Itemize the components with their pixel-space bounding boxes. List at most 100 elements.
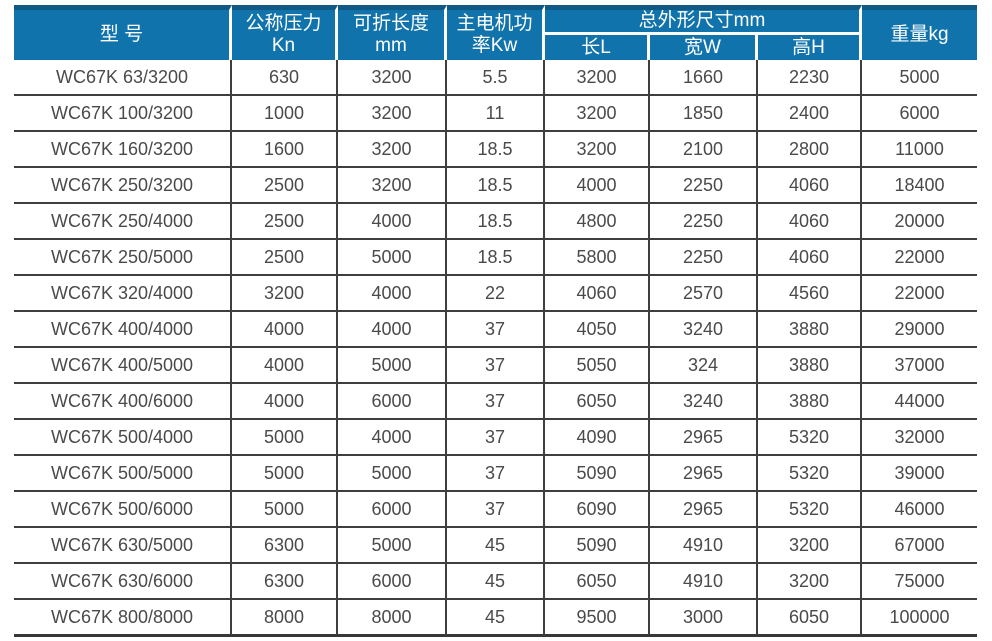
fold-length-cell: 5000	[338, 528, 447, 564]
spec-table: 型 号 公称压力 Kn 可折长度 mm 主电机功 率Kw 总外形尺寸mm	[14, 5, 977, 637]
motor-power-cell: 37	[447, 492, 545, 528]
model-cell: WC67K 63/3200	[14, 60, 232, 96]
dim-width-cell: 2100	[650, 132, 758, 168]
fold-length-cell: 3200	[338, 132, 447, 168]
col-header-dim-length-label: 长L	[581, 36, 611, 58]
motor-power-cell: 45	[447, 564, 545, 600]
dim-width-cell: 2570	[650, 276, 758, 312]
model-cell: WC67K 400/6000	[14, 384, 232, 420]
motor-power-cell: 37	[447, 384, 545, 420]
nominal-pressure-cell: 4000	[232, 312, 338, 348]
fold-length-cell: 4000	[338, 420, 447, 456]
fold-length-cell: 3200	[338, 60, 447, 96]
model-cell: WC67K 400/5000	[14, 348, 232, 384]
model-cell: WC67K 500/6000	[14, 492, 232, 528]
motor-power-cell: 18.5	[447, 204, 545, 240]
dim-length-cell: 5050	[545, 348, 650, 384]
dim-height-cell: 4560	[758, 276, 862, 312]
weight-cell: 20000	[862, 204, 977, 240]
weight-cell: 100000	[862, 600, 977, 637]
dim-height-cell: 5320	[758, 456, 862, 492]
motor-power-cell: 37	[447, 348, 545, 384]
dim-width-cell: 4910	[650, 564, 758, 600]
dim-height-cell: 5320	[758, 420, 862, 456]
dim-length-cell: 5090	[545, 528, 650, 564]
dim-width-cell: 1660	[650, 60, 758, 96]
dim-height-cell: 3200	[758, 528, 862, 564]
motor-power-cell: 18.5	[447, 132, 545, 168]
dim-width-cell: 2250	[650, 168, 758, 204]
dim-width-cell: 3240	[650, 384, 758, 420]
nominal-pressure-cell: 6300	[232, 528, 338, 564]
table-row: WC67K 400/4000 4000 4000 37 4050 3240 3880 2900…	[14, 312, 977, 348]
weight-cell: 11000	[862, 132, 977, 168]
motor-power-cell: 18.5	[447, 168, 545, 204]
spec-table-body: WC67K 63/3200 630 3200 5.5 3200 1660 2230 5000 W…	[14, 60, 977, 637]
fold-length-cell: 5000	[338, 348, 447, 384]
dim-height-cell: 3880	[758, 384, 862, 420]
nominal-pressure-cell: 2500	[232, 240, 338, 276]
nominal-pressure-cell: 5000	[232, 492, 338, 528]
col-header-dim-width: 宽W	[650, 35, 758, 60]
col-header-fold-length: 可折长度 mm	[338, 5, 447, 60]
table-row: WC67K 250/4000 2500 4000 18.5 4800 2250 4060 20…	[14, 204, 977, 240]
fold-length-cell: 4000	[338, 276, 447, 312]
col-header-dimensions-group-label: 总外形尺寸mm	[638, 10, 766, 31]
model-cell: WC67K 500/5000	[14, 456, 232, 492]
col-header-motor-power: 主电机功 率Kw	[447, 5, 545, 60]
header-row-dimensions: 长L 宽W 高H	[14, 35, 977, 60]
nominal-pressure-cell: 1600	[232, 132, 338, 168]
dim-height-cell: 4060	[758, 168, 862, 204]
table-row: WC67K 630/6000 6300 6000 45 6050 4910 3200 7500…	[14, 564, 977, 600]
fold-length-cell: 6000	[338, 384, 447, 420]
fold-length-cell: 6000	[338, 564, 447, 600]
fold-length-cell: 4000	[338, 204, 447, 240]
motor-power-cell: 45	[447, 600, 545, 637]
dim-width-cell: 2965	[650, 420, 758, 456]
table-row: WC67K 320/4000 3200 4000 22 4060 2570 4560 2200…	[14, 276, 977, 312]
dim-length-cell: 4050	[545, 312, 650, 348]
nominal-pressure-cell: 3200	[232, 276, 338, 312]
fold-length-cell: 8000	[338, 600, 447, 637]
col-header-nominal-pressure: 公称压力 Kn	[232, 5, 338, 60]
dim-height-cell: 4060	[758, 204, 862, 240]
nominal-pressure-cell: 4000	[232, 348, 338, 384]
dim-width-cell: 2250	[650, 240, 758, 276]
table-row: WC67K 500/4000 5000 4000 37 4090 2965 5320 3200…	[14, 420, 977, 456]
weight-cell: 29000	[862, 312, 977, 348]
table-row: WC67K 160/3200 1600 3200 18.5 3200 2100 2800 11…	[14, 132, 977, 168]
fold-length-cell: 3200	[338, 96, 447, 132]
weight-cell: 5000	[862, 60, 977, 96]
table-row: WC67K 63/3200 630 3200 5.5 3200 1660 2230 5000	[14, 60, 977, 96]
table-row: WC67K 400/6000 4000 6000 37 6050 3240 3880 4400…	[14, 384, 977, 420]
dim-length-cell: 3200	[545, 132, 650, 168]
nominal-pressure-cell: 2500	[232, 204, 338, 240]
table-row: WC67K 250/5000 2500 5000 18.5 5800 2250 4060 22…	[14, 240, 977, 276]
dim-height-cell: 5320	[758, 492, 862, 528]
model-cell: WC67K 250/5000	[14, 240, 232, 276]
dim-width-cell: 1850	[650, 96, 758, 132]
col-header-weight-label: 重量kg	[890, 24, 949, 45]
fold-length-cell: 3200	[338, 168, 447, 204]
motor-power-cell: 37	[447, 420, 545, 456]
nominal-pressure-cell: 5000	[232, 456, 338, 492]
dim-length-cell: 3200	[545, 60, 650, 96]
dim-length-cell: 5090	[545, 456, 650, 492]
motor-power-cell: 37	[447, 312, 545, 348]
col-header-dim-width-label: 宽W	[684, 36, 721, 58]
col-header-nominal-pressure-line1: 公称压力	[245, 13, 322, 34]
dim-length-cell: 6050	[545, 384, 650, 420]
fold-length-cell: 5000	[338, 240, 447, 276]
nominal-pressure-cell: 1000	[232, 96, 338, 132]
motor-power-cell: 45	[447, 528, 545, 564]
motor-power-cell: 18.5	[447, 240, 545, 276]
col-header-dim-height-label: 高H	[792, 36, 825, 58]
fold-length-cell: 6000	[338, 492, 447, 528]
weight-cell: 6000	[862, 96, 977, 132]
model-cell: WC67K 100/3200	[14, 96, 232, 132]
dim-height-cell: 3880	[758, 348, 862, 384]
model-cell: WC67K 500/4000	[14, 420, 232, 456]
weight-cell: 39000	[862, 456, 977, 492]
model-cell: WC67K 630/5000	[14, 528, 232, 564]
weight-cell: 22000	[862, 276, 977, 312]
